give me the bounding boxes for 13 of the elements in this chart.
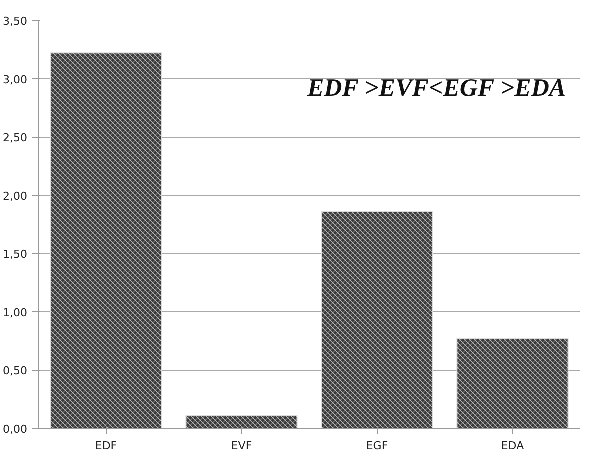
- y-tick-label: 2,00: [3, 190, 28, 203]
- x-tick-label: EGF: [366, 440, 388, 452]
- annotation: EDF >EVF<EGF >EDA: [306, 75, 566, 102]
- y-tick-label: 2,50: [3, 132, 28, 145]
- y-tick-label: 3,00: [3, 73, 28, 86]
- x-tick-label: EVF: [231, 440, 252, 452]
- y-tick-label: 0,50: [3, 364, 28, 378]
- x-tick-label: EDA: [501, 440, 525, 452]
- y-tick-label: 0,00: [3, 423, 28, 436]
- x-tick-label: EDF: [95, 440, 118, 452]
- y-tick-label: 1,00: [3, 306, 28, 320]
- y-tick-label: 3,50: [3, 15, 28, 28]
- y-tick-label: 1,50: [3, 248, 28, 262]
